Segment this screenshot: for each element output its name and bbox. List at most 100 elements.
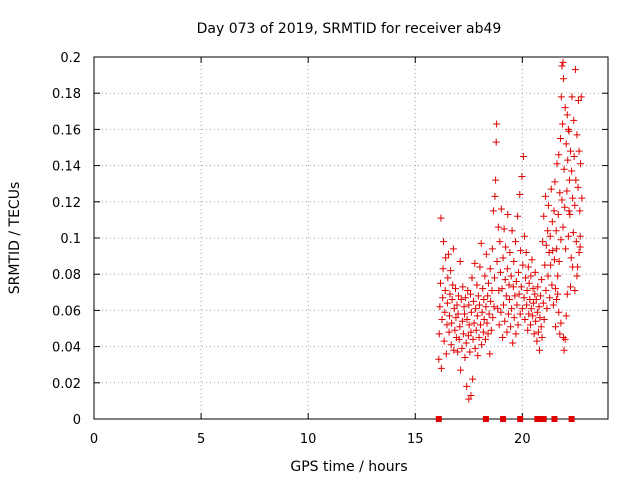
data-point [515, 290, 523, 298]
data-point [473, 312, 481, 320]
data-point [539, 299, 547, 307]
zero-value-marker [568, 416, 575, 422]
axis-ticks [93, 56, 608, 420]
data-point [481, 272, 489, 280]
data-point [553, 296, 561, 304]
data-point [530, 330, 538, 338]
data-point [558, 62, 566, 70]
chart-title: Day 073 of 2019, SRMTID for receiver ab4… [197, 21, 502, 37]
data-point [492, 176, 500, 184]
data-point [553, 160, 561, 168]
zero-value-marker [500, 416, 507, 422]
data-point [480, 296, 488, 304]
data-point [454, 348, 462, 356]
data-point [554, 210, 562, 218]
data-point [551, 178, 559, 186]
data-point [556, 134, 564, 142]
data-point [472, 305, 480, 313]
data-point [511, 238, 519, 246]
zero-value-marker [482, 416, 489, 422]
data-point [457, 296, 465, 304]
data-point [458, 344, 466, 352]
data-point [474, 292, 482, 300]
data-point [526, 296, 534, 304]
y-tick-label: 0 [73, 413, 81, 428]
data-point [448, 319, 456, 327]
data-point [435, 355, 443, 363]
data-point [507, 272, 515, 280]
data-point [496, 268, 504, 276]
data-point [480, 315, 488, 323]
data-point [538, 334, 546, 342]
data-point [465, 395, 473, 403]
data-point [461, 310, 469, 318]
data-point [545, 248, 553, 256]
data-point [570, 153, 578, 161]
data-point [567, 283, 575, 291]
data-point [554, 290, 562, 298]
data-point [537, 323, 545, 331]
data-point [490, 274, 498, 282]
data-point [537, 292, 545, 300]
data-point [469, 375, 477, 383]
data-point [495, 321, 503, 329]
data-point [460, 303, 468, 311]
data-point [483, 319, 491, 327]
data-point [565, 207, 573, 215]
data-point [489, 314, 497, 322]
data-point [550, 256, 558, 264]
data-point [477, 321, 485, 329]
data-point [462, 339, 470, 347]
data-point [514, 321, 522, 329]
data-point [547, 185, 555, 193]
data-point [476, 301, 483, 309]
data-point [557, 319, 565, 327]
data-point [503, 328, 511, 336]
data-point [576, 243, 584, 251]
data-point [540, 315, 548, 323]
data-point [561, 104, 569, 112]
data-point [559, 58, 567, 66]
data-point [546, 294, 554, 302]
data-point [444, 250, 452, 258]
data-point [453, 301, 461, 309]
x-tick-label: 15 [407, 432, 424, 447]
data-point [511, 292, 519, 300]
data-point [528, 256, 536, 264]
data-point [524, 263, 532, 271]
data-point [562, 312, 570, 320]
data-point [447, 341, 455, 349]
data-point [449, 245, 457, 253]
data-point [479, 285, 487, 293]
data-point [573, 272, 581, 280]
data-point [465, 301, 473, 309]
data-point [446, 312, 454, 320]
data-point [525, 310, 533, 318]
data-point [440, 337, 448, 345]
data-point [436, 303, 444, 311]
x-tick-label: 0 [90, 432, 98, 447]
data-point [576, 207, 584, 215]
data-point [548, 218, 556, 226]
data-point [561, 203, 569, 211]
tick-labels: 0 0.02 0.04 0.06 0.08 0.1 0.12 0.14 0.16 0.18 0.2 0… [52, 51, 531, 447]
data-point [442, 350, 450, 358]
data-point [564, 156, 572, 164]
data-point [563, 111, 571, 119]
data-point [531, 290, 539, 298]
data-point [509, 283, 517, 291]
x-tick-label: 20 [514, 432, 531, 447]
data-point [482, 250, 490, 258]
data-point [448, 296, 456, 304]
y-tick-label: 0.2 [60, 51, 81, 66]
data-point [556, 189, 564, 197]
data-point [452, 314, 460, 322]
data-point [475, 334, 483, 342]
data-point [464, 286, 472, 294]
data-point [492, 138, 500, 146]
data-point [474, 352, 482, 360]
y-axis-label: SRMTID / TECUs [7, 182, 23, 295]
data-point [450, 346, 458, 354]
data-point [471, 259, 479, 267]
data-point [481, 335, 489, 343]
